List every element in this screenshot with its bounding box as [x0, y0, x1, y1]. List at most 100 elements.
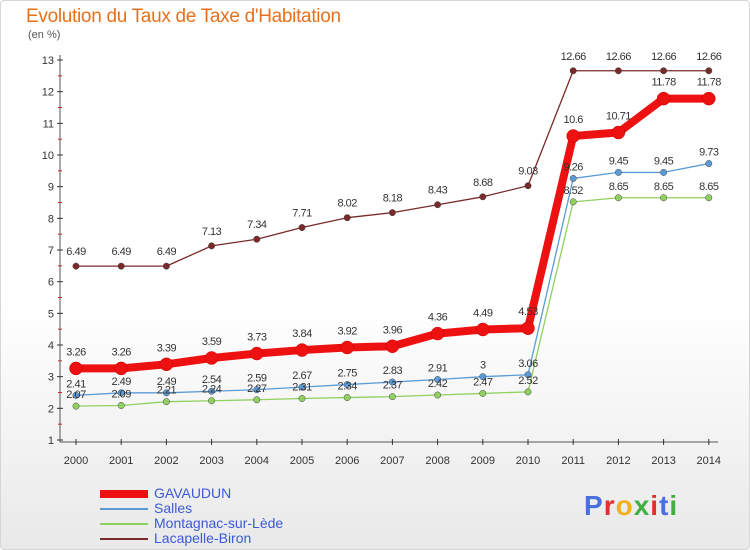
data-label-lacapelle: 12.66: [651, 51, 676, 63]
data-point-montagnac: [434, 391, 442, 399]
data-point-lacapelle: [434, 201, 442, 209]
data-point-gavaudun: [69, 361, 83, 376]
data-point-gavaudun: [295, 343, 309, 357]
data-label-gavaudun: 3.84: [292, 328, 312, 340]
data-point-salles: [569, 174, 577, 182]
data-label-montagnac: 2.21: [157, 385, 177, 397]
data-label-lacapelle: 6.49: [66, 246, 86, 258]
data-label-montagnac: 2.34: [337, 381, 357, 393]
data-label-salles: 2.91: [428, 363, 448, 375]
x-tick-label: 2006: [335, 455, 359, 467]
data-point-lacapelle: [660, 67, 668, 75]
legend-swatch-lacapelle: [100, 538, 148, 540]
x-tick-label: 2000: [64, 455, 88, 467]
logo-letter: i: [669, 490, 679, 521]
x-tick-label: 2009: [471, 455, 495, 467]
data-point-lacapelle: [253, 235, 261, 243]
data-point-gavaudun: [250, 346, 264, 361]
data-point-salles: [705, 160, 713, 168]
logo-letter: P: [584, 490, 604, 521]
data-point-salles: [117, 389, 125, 397]
legend-swatch-montagnac: [100, 523, 148, 525]
data-label-lacapelle: 8.68: [473, 177, 493, 189]
y-tick-label: 3: [48, 372, 54, 384]
y-tick-label: 1: [48, 435, 54, 447]
data-label-lacapelle: 12.66: [561, 51, 586, 63]
data-label-gavaudun: 3.39: [157, 342, 177, 354]
x-tick-label: 2001: [109, 455, 133, 467]
data-label-lacapelle: 9.03: [518, 166, 538, 178]
data-label-lacapelle: 7.34: [247, 219, 267, 231]
data-label-salles: 9.45: [609, 155, 629, 167]
x-tick-label: 2007: [380, 455, 404, 467]
data-label-montagnac: 2.42: [428, 378, 448, 390]
data-label-montagnac: 8.52: [563, 185, 583, 197]
data-point-lacapelle: [72, 262, 80, 270]
data-label-montagnac: 2.37: [383, 380, 403, 392]
data-label-montagnac: 8.65: [609, 181, 629, 193]
legend-item-gavaudun: GAVAUDUN: [100, 485, 350, 501]
y-tick-label: 5: [48, 308, 54, 320]
x-tick-label: 2010: [516, 455, 540, 467]
data-label-montagnac: 2.24: [202, 384, 222, 396]
x-tick-label: 2008: [425, 455, 449, 467]
data-point-salles: [162, 389, 170, 397]
data-label-lacapelle: 6.49: [111, 246, 131, 258]
data-point-gavaudun: [521, 321, 535, 335]
x-tick-label: 2002: [154, 455, 178, 467]
data-label-montagnac: 2.47: [473, 376, 493, 388]
proxiti-logo: Proxiti: [584, 490, 678, 522]
y-tick-label: 2: [48, 403, 54, 415]
x-tick-label: 2014: [697, 455, 721, 467]
data-label-gavaudun: 4.49: [473, 307, 493, 319]
data-point-montagnac: [298, 395, 306, 402]
data-point-salles: [614, 168, 622, 176]
data-point-montagnac: [117, 402, 125, 409]
data-point-montagnac: [569, 198, 577, 206]
data-label-gavaudun: 3.26: [111, 346, 131, 358]
legend-item-montagnac: Montagnac-sur-Lède: [100, 515, 350, 531]
data-point-gavaudun: [340, 340, 354, 355]
data-point-salles: [253, 386, 261, 394]
data-point-montagnac: [208, 397, 216, 405]
data-point-salles: [479, 373, 487, 381]
legend-swatch-salles: [100, 508, 148, 510]
data-point-gavaudun: [385, 339, 400, 354]
data-point-gavaudun: [430, 326, 445, 341]
data-label-lacapelle: 8.43: [428, 185, 448, 197]
data-point-gavaudun: [656, 91, 671, 106]
y-tick-label: 11: [43, 118, 54, 130]
y-tick-label: 13: [42, 55, 54, 67]
data-label-salles: 3.06: [518, 358, 538, 370]
x-tick-label: 2005: [290, 455, 314, 467]
data-label-gavaudun: 4.53: [518, 306, 538, 318]
legend-item-salles: Salles: [100, 500, 350, 516]
data-label-salles: 9.26: [563, 161, 583, 173]
y-tick-label: 9: [48, 182, 54, 194]
y-tick-label: 4: [48, 340, 54, 352]
x-tick-label: 2012: [606, 455, 630, 467]
data-point-salles: [434, 376, 442, 383]
data-point-lacapelle: [614, 67, 622, 75]
data-point-lacapelle: [524, 182, 532, 190]
data-point-gavaudun: [204, 351, 219, 365]
data-label-gavaudun: 11.78: [651, 77, 676, 89]
legend-label-salles: Salles: [154, 500, 193, 516]
data-label-salles: 9.73: [699, 147, 719, 159]
data-point-montagnac: [162, 398, 170, 406]
data-point-gavaudun: [476, 322, 490, 337]
data-label-lacapelle: 7.71: [292, 208, 312, 220]
data-point-lacapelle: [298, 224, 306, 231]
data-label-salles: 3: [480, 360, 486, 372]
data-label-gavaudun: 3.73: [247, 332, 267, 344]
logo-letter: o: [615, 490, 634, 521]
data-label-montagnac: 2.31: [292, 382, 312, 394]
data-point-lacapelle: [208, 242, 216, 250]
data-point-salles: [72, 391, 80, 399]
data-point-salles: [208, 387, 216, 395]
data-label-salles: 9.45: [654, 155, 674, 167]
data-point-montagnac: [705, 194, 713, 202]
data-label-gavaudun: 10.71: [606, 111, 631, 123]
